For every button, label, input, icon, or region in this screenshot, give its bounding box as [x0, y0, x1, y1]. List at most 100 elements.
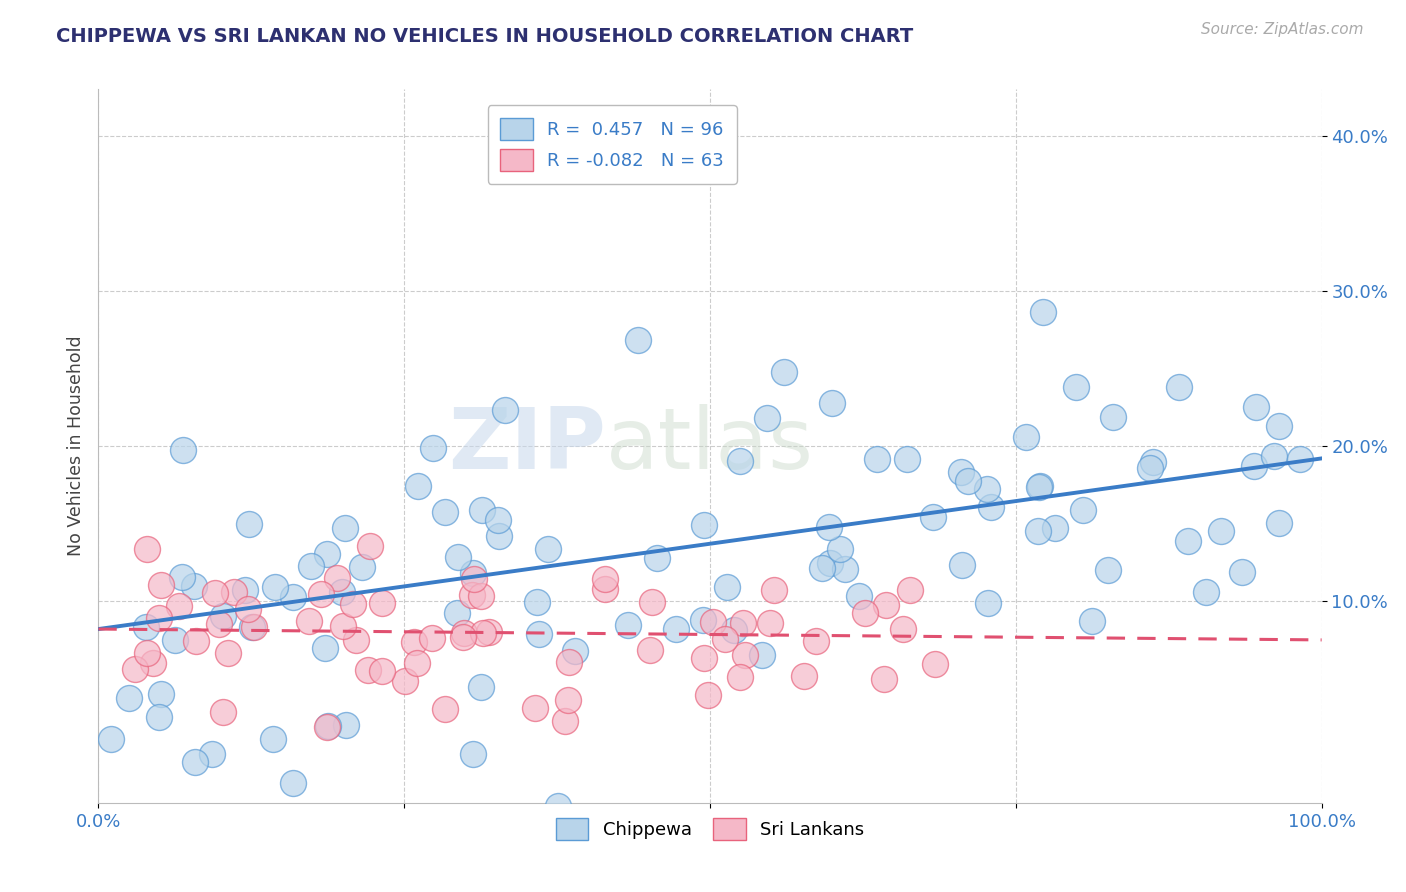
Point [865, 452, 887, 467]
Point [299, 559, 322, 574]
Point [1263, 449, 1285, 463]
Point [446, 606, 468, 620]
Point [136, 646, 159, 660]
Text: atlas: atlas [606, 404, 814, 488]
Point [124, 662, 146, 676]
Point [406, 479, 429, 493]
Point [1268, 516, 1291, 530]
Point [693, 651, 716, 665]
Point [1177, 533, 1199, 548]
Point [471, 502, 494, 516]
Point [977, 596, 1000, 610]
Point [1064, 380, 1087, 394]
Point [183, 579, 205, 593]
Point [167, 599, 190, 614]
Point [472, 625, 495, 640]
Point [283, 590, 305, 604]
Point [696, 688, 718, 702]
Point [564, 644, 586, 658]
Point [118, 691, 141, 706]
Point [1195, 585, 1218, 599]
Point [527, 627, 550, 641]
Point [1081, 614, 1104, 628]
Point [957, 474, 980, 488]
Point [526, 595, 548, 609]
Point [728, 670, 751, 684]
Point [233, 583, 256, 598]
Point [184, 755, 207, 769]
Point [733, 615, 755, 630]
Point [309, 587, 332, 601]
Point [359, 539, 381, 553]
Point [217, 646, 239, 660]
Point [1209, 524, 1232, 538]
Point [924, 657, 946, 672]
Point [1243, 458, 1265, 473]
Point [371, 596, 394, 610]
Point [893, 622, 915, 636]
Point [335, 521, 357, 535]
Point [488, 529, 510, 543]
Point [1026, 524, 1049, 538]
Point [873, 672, 896, 686]
Point [172, 442, 194, 457]
Point [422, 632, 444, 646]
Point [135, 620, 157, 634]
Point [759, 615, 782, 630]
Point [728, 453, 751, 467]
Point [1028, 478, 1050, 492]
Point [315, 548, 337, 562]
Point [896, 451, 918, 466]
Point [1015, 430, 1038, 444]
Point [1101, 410, 1123, 425]
Point [1032, 305, 1054, 319]
Point [453, 630, 475, 644]
Point [486, 512, 509, 526]
Point [1267, 418, 1289, 433]
Point [405, 656, 427, 670]
Point [371, 664, 394, 678]
Point [170, 569, 193, 583]
Point [1168, 380, 1191, 394]
Y-axis label: No Vehicles in Household: No Vehicles in Household [66, 335, 84, 557]
Point [148, 610, 170, 624]
Point [817, 520, 839, 534]
Point [1244, 401, 1267, 415]
Point [150, 578, 173, 592]
Point [201, 747, 224, 762]
Point [470, 590, 492, 604]
Point [208, 616, 231, 631]
Point [558, 655, 581, 669]
Point [342, 597, 364, 611]
Point [478, 624, 501, 639]
Point [335, 718, 357, 732]
Point [1045, 521, 1067, 535]
Legend: Chippewa, Sri Lankans: Chippewa, Sri Lankans [548, 811, 872, 847]
Point [804, 633, 827, 648]
Point [922, 510, 945, 524]
Point [344, 632, 367, 647]
Point [1097, 563, 1119, 577]
Point [713, 632, 735, 647]
Point [470, 681, 492, 695]
Point [1139, 461, 1161, 475]
Point [1073, 503, 1095, 517]
Point [595, 572, 617, 586]
Point [212, 706, 235, 720]
Point [693, 518, 716, 533]
Point [422, 441, 444, 455]
Point [494, 403, 516, 417]
Point [326, 571, 349, 585]
Point [461, 566, 484, 580]
Point [332, 618, 354, 632]
Point [316, 720, 339, 734]
Point [830, 541, 852, 556]
Point [950, 558, 973, 573]
Point [264, 580, 287, 594]
Point [716, 580, 738, 594]
Point [1028, 479, 1050, 493]
Point [262, 731, 284, 746]
Point [665, 622, 688, 636]
Point [848, 589, 870, 603]
Point [433, 505, 456, 519]
